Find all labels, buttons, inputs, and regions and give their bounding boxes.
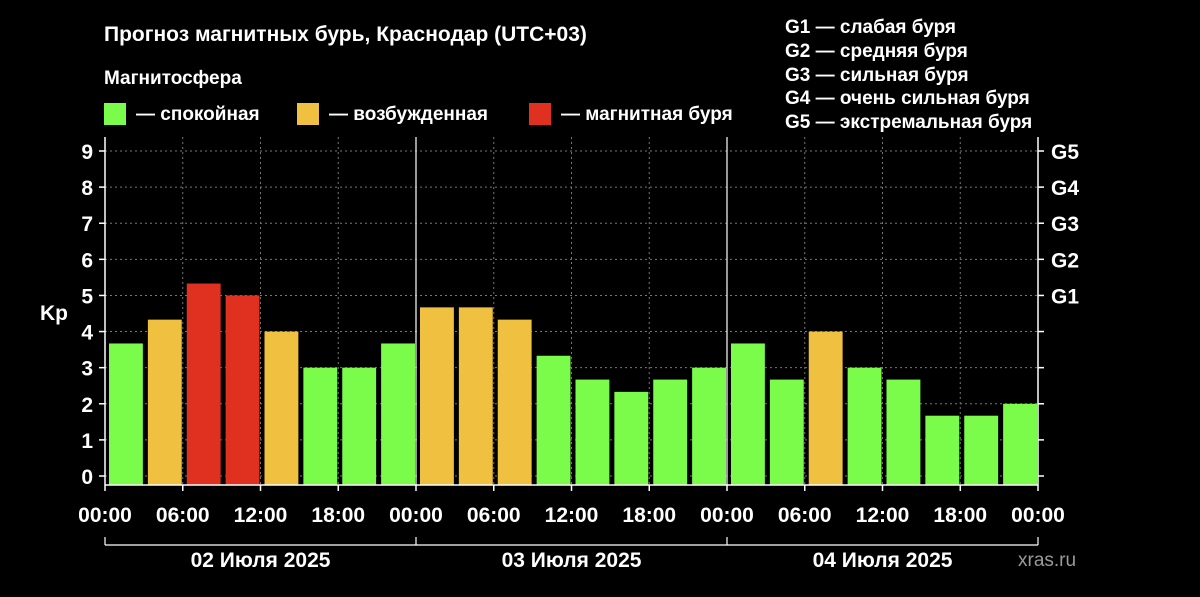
chart-title: Прогноз магнитных бурь, Краснодар (UTC+0… [104, 23, 587, 46]
y-tick-label: 1 [81, 430, 93, 453]
kp-bar [731, 343, 765, 485]
x-tick-label: 06:00 [778, 504, 832, 527]
legend-swatch-quiet [104, 103, 126, 125]
legend-swatch-active [297, 103, 319, 125]
kp-bar [614, 391, 649, 485]
magnetosphere-subtitle: Магнитосфера [104, 68, 242, 89]
kp-bar [692, 367, 726, 485]
kp-bar [925, 415, 960, 485]
x-tick-label: 12:00 [856, 504, 910, 527]
kp-bar [497, 319, 532, 485]
x-tick-label: 18:00 [311, 504, 365, 527]
x-tick-label: 18:00 [933, 504, 987, 527]
kp-bar [109, 343, 143, 485]
g-tick-label: G2 [1051, 249, 1079, 272]
kp-bar [225, 295, 260, 485]
y-tick-label: 9 [81, 141, 93, 164]
kp-bar [186, 283, 221, 485]
y-tick-label: 6 [81, 249, 93, 272]
storm-level-legend: G1 — слабая буря G2 — средняя буря G3 — … [785, 17, 1032, 133]
g-tick-label: G1 [1051, 285, 1079, 308]
x-tick-label: 00:00 [700, 504, 754, 527]
y-tick-label: 2 [81, 394, 93, 417]
day-label: 03 Июля 2025 [502, 549, 642, 572]
y-axis-label: Kp [40, 302, 68, 325]
kp-bar [575, 379, 610, 485]
storm-legend-g4: G4 — очень сильная буря [785, 88, 1030, 109]
kp-bar [536, 355, 571, 485]
kp-bar [964, 415, 999, 485]
kp-bar [420, 307, 454, 485]
y-tick-label: 7 [81, 213, 93, 236]
kp-bar [886, 379, 921, 485]
kp-bar [1003, 403, 1037, 485]
legend-label-quiet: — спокойная [136, 104, 260, 125]
x-tick-label: 06:00 [467, 504, 521, 527]
storm-legend-g1: G1 — слабая буря [785, 17, 956, 38]
x-tick-label: 12:00 [234, 504, 288, 527]
x-tick-label: 12:00 [545, 504, 599, 527]
x-tick-label: 18:00 [622, 504, 676, 527]
kp-bar [808, 331, 843, 485]
g-tick-label: G4 [1051, 177, 1079, 200]
x-tick-label: 00:00 [1011, 504, 1065, 527]
watermark: xras.ru [1018, 550, 1076, 571]
kp-bar [847, 367, 882, 485]
kp-bar [458, 307, 493, 485]
kp-bar [264, 331, 299, 485]
y-tick-label: 5 [81, 285, 93, 308]
y-tick-label: 3 [81, 358, 93, 381]
y-tick-label: 4 [81, 322, 93, 345]
storm-legend-g2: G2 — средняя буря [785, 41, 968, 62]
x-tick-label: 00:00 [389, 504, 443, 527]
day-label: 02 Июля 2025 [191, 549, 331, 572]
plot-area: 0 1 2 3 4 5 6 7 8 9 G1 G2 G3 G4 G5 00:00 06:00 12:00 18:00… [78, 137, 1079, 572]
storm-legend-g5: G5 — экстремальная буря [785, 112, 1032, 133]
kp-bar [147, 319, 182, 485]
x-tick-label: 00:00 [78, 504, 132, 527]
g-tick-label: G3 [1051, 213, 1079, 236]
kp-bar [381, 343, 415, 485]
y-tick-label: 0 [81, 466, 93, 489]
x-tick-label: 06:00 [156, 504, 210, 527]
kp-bar [342, 367, 377, 485]
g-tick-label: G5 [1051, 141, 1079, 164]
legend-label-active: — возбужденная [329, 104, 488, 125]
kp-bar [769, 379, 804, 485]
kp-bar [303, 367, 338, 485]
state-legend: — спокойная — возбужденная — магнитная б… [104, 103, 733, 125]
storm-legend-g3: G3 — сильная буря [785, 65, 969, 86]
kp-bar [653, 379, 688, 485]
legend-swatch-storm [529, 103, 551, 125]
legend-label-storm: — магнитная буря [561, 104, 733, 125]
day-label: 04 Июля 2025 [813, 549, 953, 572]
y-tick-label: 8 [81, 177, 93, 200]
